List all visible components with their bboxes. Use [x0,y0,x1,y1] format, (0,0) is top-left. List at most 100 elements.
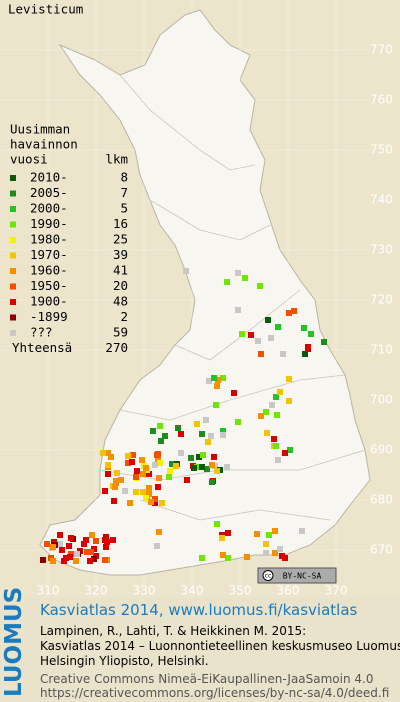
observation-square [291,308,297,314]
observation-square [57,532,63,538]
observation-square [196,454,202,460]
observation-square [114,470,120,476]
observation-square [162,433,168,439]
observation-square [273,394,279,400]
observation-square [125,460,131,466]
legend-swatch [10,175,16,181]
observation-square [305,346,311,352]
observation-square [199,431,205,437]
observation-square [157,423,163,429]
easting-label: 360 [277,584,300,598]
legend-count: 25 [113,232,128,247]
observation-square [264,430,270,436]
observation-square [244,554,250,560]
observation-square [277,546,283,552]
legend-swatch [10,330,16,336]
observation-square [155,484,161,490]
legend-swatch [10,237,16,243]
legend-count: 20 [113,278,128,293]
observation-square [105,462,111,468]
observation-square [286,376,292,382]
observation-square [263,409,269,415]
observation-square [235,419,241,425]
observation-square [214,468,220,474]
easting-label: 340 [181,584,204,598]
observation-square [301,325,307,331]
legend-label: 1990- [30,216,68,231]
northing-label: 720 [370,293,393,307]
observation-square [258,413,264,419]
observation-square [183,268,189,274]
easting-label: 330 [133,584,156,598]
observation-square [89,532,95,538]
observation-square [308,331,314,337]
observation-square [204,466,210,472]
observation-square [166,474,172,480]
northing-label: 740 [370,193,393,207]
observation-square [269,402,275,408]
observation-square [275,457,281,463]
observation-square [113,480,119,486]
observation-square [102,557,108,563]
legend-count: 41 [113,263,128,278]
legend-count: 2 [120,309,128,324]
observation-square [272,550,278,556]
observation-square [225,530,231,536]
observation-square [169,461,175,467]
observation-square [127,500,133,506]
observation-square [148,499,154,505]
legend-label: 1900- [30,294,68,309]
legend-count: 16 [113,216,128,231]
legend-swatch [10,283,16,290]
observation-square [321,339,327,345]
northing-label: 670 [370,543,393,557]
observation-square [100,450,106,456]
observation-square [152,462,158,468]
observation-square [242,275,248,281]
observation-square [213,402,219,408]
observation-square [140,489,146,495]
legend-heading: Uusimman [10,122,70,137]
legend-count: 7 [120,185,128,200]
observation-square [122,488,128,494]
legend-count: 5 [120,201,128,216]
observation-square [287,447,293,453]
observation-square [40,557,46,563]
legend-count: 8 [120,170,128,185]
observation-square [225,555,231,561]
legend-label: 2005- [30,185,68,200]
observation-square [143,465,149,471]
observation-square [103,534,109,540]
observation-square [211,454,217,460]
observation-square [239,331,245,337]
legend-count: 59 [113,325,128,340]
legend-count: 39 [113,247,128,262]
observation-square [220,432,226,438]
observation-square [139,457,145,463]
observation-square [157,460,163,466]
observation-square [140,471,146,477]
observation-square [273,443,279,449]
observation-square [152,496,158,502]
observation-square [173,463,179,469]
observation-square [118,477,124,483]
legend-swatch [10,221,16,228]
observation-square [178,431,184,437]
observation-square [152,500,158,506]
observation-square [235,307,241,313]
observation-square [224,464,230,470]
legend-heading: vuosi [10,152,48,167]
legend-count: 48 [113,294,128,309]
observation-square [220,375,226,381]
observation-square [150,428,156,434]
observation-square [258,351,264,357]
observation-square [255,338,261,344]
observation-square [277,389,283,395]
license-line: Creative Commons Nimeä-EiKaupallinen-Jaa… [40,672,374,686]
observation-square [203,417,209,423]
citation-line: Kasviatlas 2014 – Luonnontieteellinen ke… [40,639,400,653]
observation-square [50,558,56,564]
